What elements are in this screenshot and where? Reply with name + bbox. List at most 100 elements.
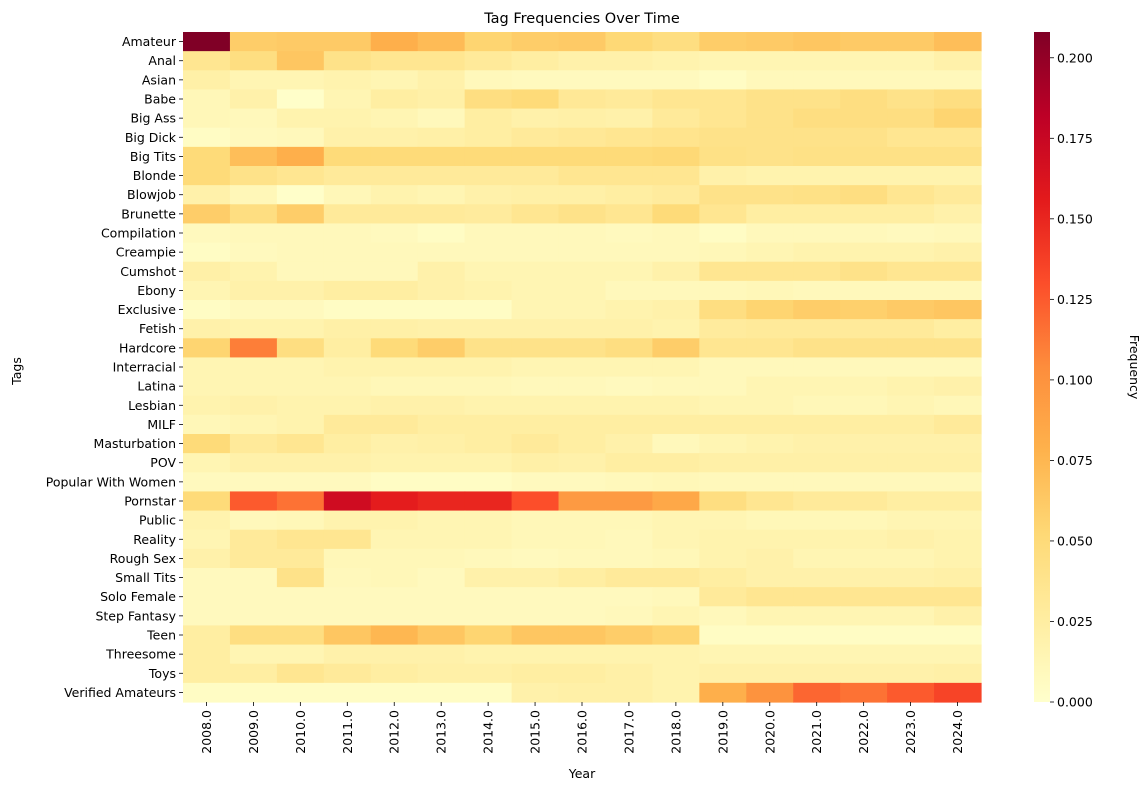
- heatmap-cell: [840, 185, 888, 205]
- heatmap-cell: [276, 434, 325, 454]
- heatmap-cell: [323, 472, 372, 493]
- heatmap-cell: [558, 606, 607, 627]
- heatmap-cell: [511, 146, 560, 167]
- heatmap-cell: [793, 338, 841, 359]
- heatmap-cell: [417, 663, 466, 684]
- x-tick-label: 2013.0: [434, 710, 449, 754]
- heatmap-cell: [934, 644, 982, 665]
- heatmap-cell: [793, 261, 841, 282]
- heatmap-cell: [417, 587, 466, 607]
- heatmap-cell: [417, 51, 466, 71]
- heatmap-cell: [558, 625, 607, 646]
- heatmap-cell: [746, 376, 794, 397]
- heatmap-cell: [417, 510, 466, 531]
- heatmap-cell: [511, 663, 560, 684]
- colorbar-tick-label: 0.150: [1057, 211, 1093, 226]
- heatmap-cell: [699, 338, 747, 359]
- y-tick-label: Threesome: [105, 647, 176, 662]
- heatmap-cell: [652, 453, 700, 473]
- heatmap-cell: [183, 663, 231, 684]
- heatmap-cell: [605, 606, 654, 627]
- heatmap-cell: [417, 242, 466, 263]
- heatmap-cell: [558, 376, 607, 397]
- heatmap-cell: [276, 606, 325, 627]
- heatmap-cell: [605, 395, 654, 416]
- heatmap-cell: [370, 606, 419, 627]
- heatmap-cell: [370, 89, 419, 110]
- heatmap-cell: [652, 185, 700, 205]
- heatmap-cell: [840, 663, 888, 684]
- heatmap-cell: [511, 185, 560, 205]
- heatmap-cell: [934, 434, 982, 454]
- heatmap-cell: [229, 663, 278, 684]
- heatmap-cell: [699, 280, 747, 301]
- y-tick-label: Hardcore: [119, 340, 176, 355]
- heatmap-cell: [793, 127, 841, 148]
- x-tick-label: 2019.0: [715, 710, 730, 754]
- heatmap-cell: [793, 242, 841, 263]
- heatmap-cell: [370, 166, 419, 186]
- heatmap-cell: [511, 548, 560, 569]
- heatmap-cell: [276, 108, 325, 129]
- heatmap-cell: [840, 510, 888, 531]
- heatmap-cell: [370, 51, 419, 71]
- heatmap-cell: [276, 127, 325, 148]
- heatmap-cell: [276, 242, 325, 263]
- heatmap-cell: [511, 453, 560, 473]
- heatmap-cell: [887, 376, 935, 397]
- y-tick-label: Popular With Women: [46, 474, 176, 489]
- heatmap-cell: [370, 70, 419, 91]
- heatmap-cell: [934, 414, 982, 435]
- heatmap-cell: [652, 568, 700, 588]
- heatmap-cell: [229, 529, 278, 550]
- heatmap-cell: [887, 185, 935, 205]
- heatmap-cell: [746, 414, 794, 435]
- heatmap-cell: [887, 414, 935, 435]
- heatmap-cell: [229, 146, 278, 167]
- heatmap-cell: [323, 89, 372, 110]
- heatmap-cell: [183, 127, 231, 148]
- heatmap-cell: [323, 338, 372, 359]
- heatmap-cell: [652, 242, 700, 263]
- heatmap-cell: [323, 644, 372, 665]
- heatmap-cell: [793, 223, 841, 244]
- y-tick-label: Toys: [148, 666, 176, 681]
- y-tick-labels: Amateur Anal Asian Babe Big Ass Big Dick Big T…: [46, 34, 183, 700]
- heatmap-cell: [934, 548, 982, 569]
- heatmap-cell: [370, 319, 419, 339]
- heatmap-cell: [605, 185, 654, 205]
- y-tick-label: Babe: [144, 92, 176, 107]
- heatmap-cell: [699, 663, 747, 684]
- heatmap-cell: [229, 166, 278, 186]
- heatmap-cell: [511, 414, 560, 435]
- heatmap-cell: [840, 548, 888, 569]
- y-tick-label: Fetish: [139, 321, 176, 336]
- heatmap-cell: [746, 663, 794, 684]
- heatmap-cell: [746, 223, 794, 244]
- heatmap-cell: [464, 357, 513, 378]
- y-tick-label: Blonde: [133, 168, 177, 183]
- heatmap-cell: [417, 357, 466, 378]
- y-tick-label: Pornstar: [124, 494, 177, 509]
- heatmap-cell: [887, 682, 935, 703]
- heatmap-cell: [464, 242, 513, 263]
- heatmap-cell: [323, 280, 372, 301]
- colorbar-title: Frequency: [1127, 335, 1142, 400]
- heatmap-cell: [229, 32, 278, 52]
- heatmap-cell: [652, 682, 700, 703]
- heatmap-cell: [699, 108, 747, 129]
- heatmap-cell: [464, 185, 513, 205]
- chart-title: Tag Frequencies Over Time: [483, 11, 680, 27]
- y-tick-label: Creampie: [116, 245, 177, 260]
- x-tick-label: 2009.0: [246, 710, 261, 754]
- heatmap-cell: [229, 300, 278, 320]
- heatmap-cell: [370, 568, 419, 588]
- heatmap-cell: [699, 491, 747, 512]
- heatmap-cell: [887, 491, 935, 512]
- heatmap-cell: [934, 453, 982, 473]
- heatmap-cell: [323, 491, 372, 512]
- heatmap-cell: [652, 491, 700, 512]
- heatmap-cell: [511, 127, 560, 148]
- heatmap-cell: [605, 453, 654, 473]
- heatmap-cell: [323, 32, 372, 52]
